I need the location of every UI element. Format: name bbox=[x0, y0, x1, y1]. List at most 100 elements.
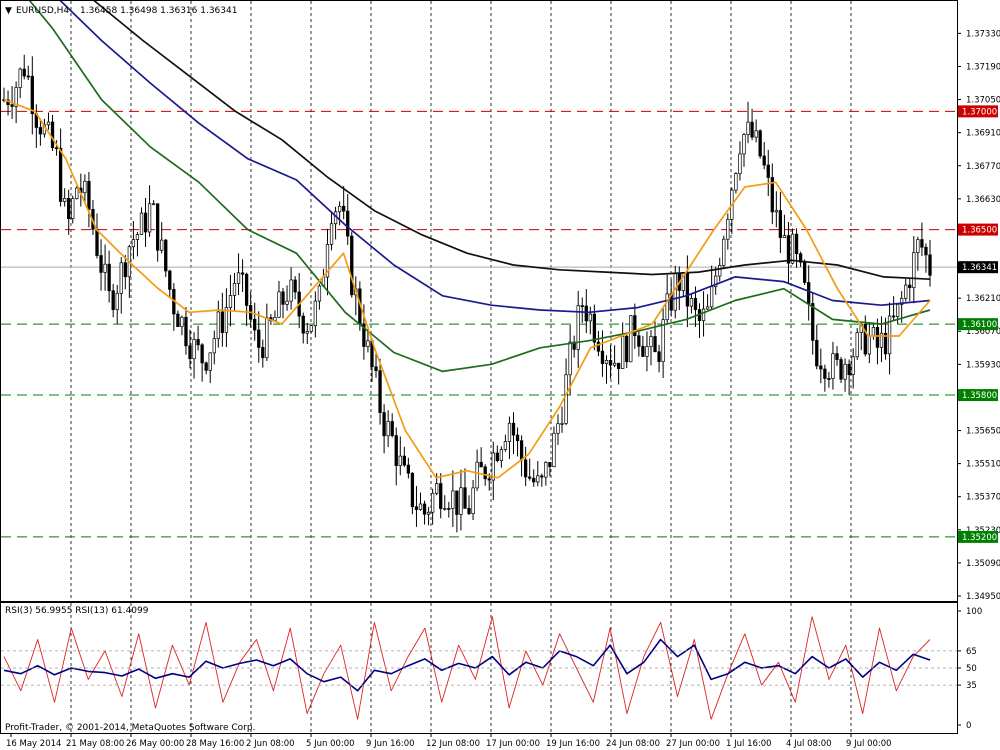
bear-candle bbox=[519, 440, 524, 461]
bull-candle bbox=[337, 205, 342, 213]
bull-candle bbox=[718, 265, 722, 277]
bull-candle bbox=[604, 360, 609, 364]
bear-candle bbox=[188, 345, 192, 360]
bear-candle bbox=[863, 324, 867, 355]
rsi-tick-label: 50 bbox=[966, 664, 977, 674]
bull-candle bbox=[192, 339, 196, 360]
bear-candle bbox=[447, 508, 451, 510]
bear-candle bbox=[176, 313, 180, 327]
moving-average-line bbox=[28, 0, 931, 373]
bull-candle bbox=[705, 306, 710, 310]
bull-candle bbox=[63, 197, 67, 202]
bull-candle bbox=[665, 293, 669, 321]
bull-candle bbox=[305, 331, 309, 334]
bull-candle bbox=[576, 305, 580, 350]
bull-candle bbox=[552, 432, 556, 468]
bull-candle bbox=[273, 316, 277, 322]
support-price-tag-label: 1.35200 bbox=[962, 533, 997, 543]
rsi-title: RSI(3) 56.9955 RSI(13) 61.4099 bbox=[5, 606, 149, 616]
bear-candle bbox=[394, 435, 398, 467]
main-panel-frame bbox=[0, 0, 958, 602]
bear-candle bbox=[653, 336, 657, 353]
bear-candle bbox=[390, 421, 394, 436]
resistance-price-tag-label: 1.37000 bbox=[962, 107, 997, 117]
bull-candle bbox=[629, 315, 633, 363]
bear-candle bbox=[693, 298, 698, 310]
bear-candle bbox=[406, 464, 411, 474]
bull-candle bbox=[746, 121, 750, 135]
time-tick-label: 9 Jun 16:00 bbox=[366, 739, 415, 749]
bull-candle bbox=[418, 503, 423, 510]
current-price-tag-label: 1.36341 bbox=[962, 263, 997, 273]
ohlc-readout: 1.36458 1.36498 1.36316 1.36341 bbox=[80, 6, 237, 16]
bear-candle bbox=[374, 366, 378, 372]
bear-candle bbox=[382, 412, 386, 437]
price-tick-label: 1.35650 bbox=[966, 427, 1000, 437]
bear-candle bbox=[592, 313, 597, 343]
bear-candle bbox=[815, 339, 819, 367]
bull-candle bbox=[621, 335, 625, 369]
grid-layer bbox=[70, 1, 852, 733]
bear-candle bbox=[107, 263, 111, 292]
candles-layer bbox=[2, 54, 932, 533]
bear-candle bbox=[123, 262, 127, 278]
bull-candle bbox=[649, 336, 653, 347]
price-tick-label: 1.37050 bbox=[966, 96, 1000, 106]
bear-candle bbox=[168, 270, 172, 290]
bear-candle bbox=[794, 233, 799, 255]
bull-candle bbox=[430, 492, 435, 513]
bear-candle bbox=[244, 273, 249, 306]
bull-candle bbox=[645, 346, 649, 357]
bull-candle bbox=[285, 300, 289, 305]
bull-candle bbox=[232, 283, 237, 296]
price-tick-label: 1.37190 bbox=[966, 62, 1000, 72]
time-tick-label: 24 Jun 08:00 bbox=[606, 739, 660, 749]
price-axis: 1.37330 1.37190 1.37050 1.36910 1.36770 1.366… bbox=[957, 29, 1000, 602]
bear-candle bbox=[616, 362, 621, 369]
bear-candle bbox=[608, 360, 613, 366]
time-tick-label: 9 Jul 00:00 bbox=[846, 739, 892, 749]
bear-candle bbox=[410, 472, 415, 508]
time-tick-label: 27 Jun 00:00 bbox=[666, 739, 720, 749]
bear-candle bbox=[350, 235, 354, 296]
bull-candle bbox=[459, 487, 463, 515]
price-tick-label: 1.35230 bbox=[966, 526, 1000, 536]
support-price-tag bbox=[958, 318, 998, 331]
time-tick-label: 2 Jun 08:00 bbox=[246, 739, 295, 749]
bull-candle bbox=[289, 279, 293, 302]
bear-candle bbox=[924, 246, 928, 256]
bear-candle bbox=[511, 422, 516, 436]
bull-candle bbox=[851, 356, 855, 376]
bull-candle bbox=[309, 325, 313, 332]
bear-candle bbox=[99, 255, 103, 273]
bull-candle bbox=[588, 313, 592, 322]
dropdown-triangle-icon[interactable]: ▼ bbox=[5, 6, 12, 16]
bull-candle bbox=[208, 352, 212, 371]
moving-average-line bbox=[92, 0, 931, 281]
resistance-price-tag bbox=[958, 223, 998, 236]
bull-candle bbox=[426, 511, 431, 515]
price-tick-label: 1.34950 bbox=[966, 592, 1000, 602]
bear-candle bbox=[807, 282, 811, 304]
bear-candle bbox=[301, 315, 305, 334]
bull-candle bbox=[661, 319, 665, 362]
bear-candle bbox=[378, 370, 382, 413]
bear-candle bbox=[54, 147, 59, 150]
bull-candle bbox=[18, 68, 22, 88]
bull-candle bbox=[212, 338, 216, 354]
bear-candle bbox=[87, 180, 91, 210]
bull-candle bbox=[900, 297, 904, 305]
bear-candle bbox=[402, 455, 406, 466]
bear-candle bbox=[495, 452, 499, 462]
bull-candle bbox=[317, 285, 322, 302]
bull-candle bbox=[75, 187, 79, 199]
rsi-tick-label: 35 bbox=[966, 681, 977, 691]
bull-candle bbox=[831, 353, 835, 379]
time-tick-label: 5 Jun 00:00 bbox=[306, 739, 355, 749]
bull-candle bbox=[386, 421, 390, 437]
bull-candle bbox=[568, 341, 572, 376]
bear-candle bbox=[891, 315, 896, 318]
resistance-price-tag-label: 1.36500 bbox=[962, 226, 997, 236]
